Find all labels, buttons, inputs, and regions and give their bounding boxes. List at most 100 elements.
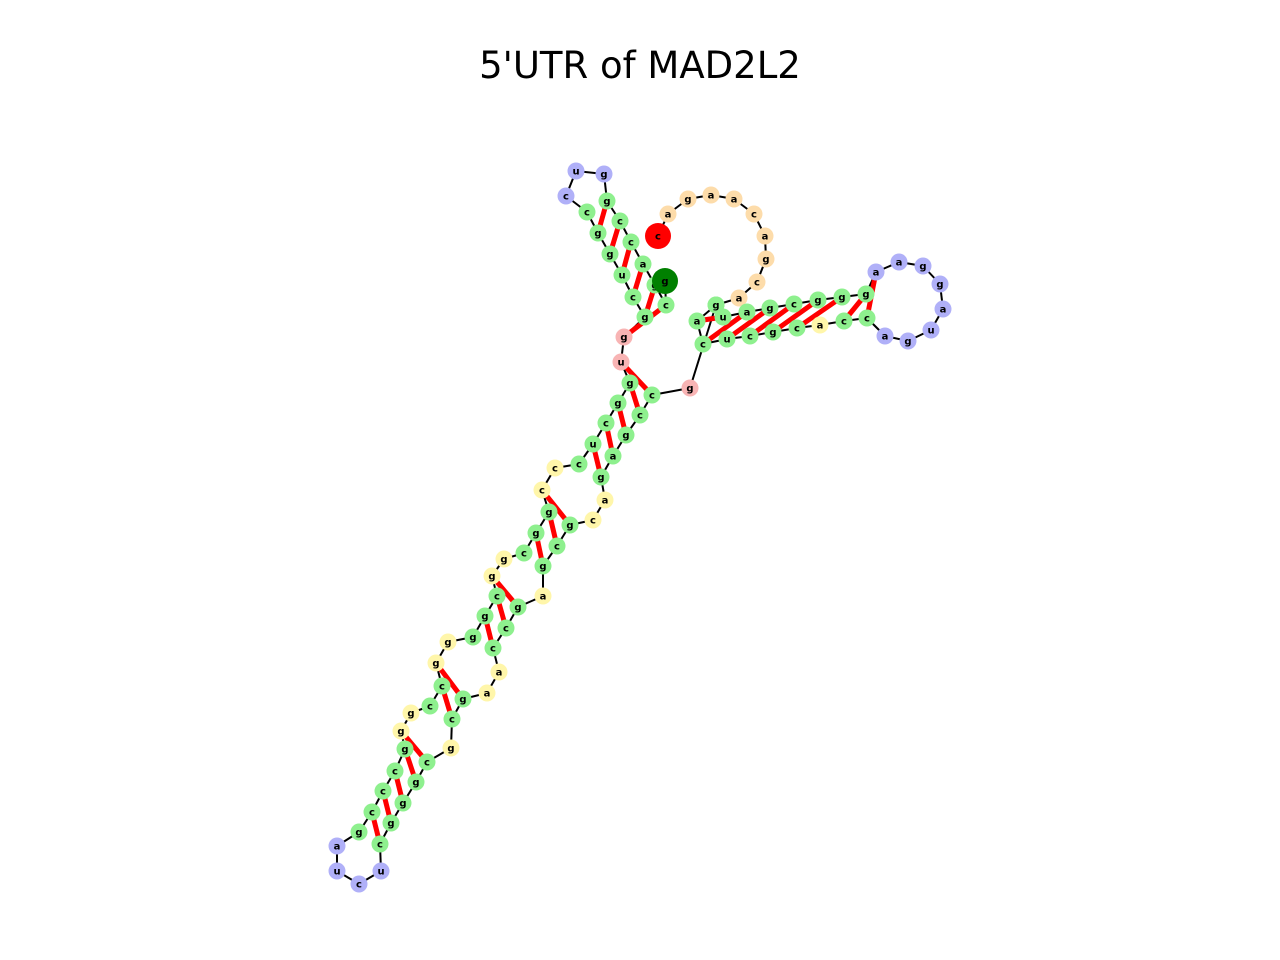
nucleotide-circle — [634, 255, 652, 273]
nucleotide-circle — [597, 414, 615, 432]
nucleotide-circle — [748, 273, 766, 291]
nucleotide-circle — [407, 773, 425, 791]
nucleotide-g: g — [833, 288, 851, 306]
nucleotide-label: g — [661, 277, 668, 288]
nucleotide-label: g — [686, 384, 693, 395]
nucleotide-label: c — [603, 419, 609, 430]
nucleotide-circle — [835, 312, 853, 330]
nucleotide-c: c — [533, 481, 551, 499]
nucleotide-circle — [598, 192, 616, 210]
nucleotide-circle — [624, 288, 642, 306]
nucleotide-c: c — [858, 309, 876, 327]
nucleotide-circle — [756, 227, 774, 245]
nucleotide-label: c — [628, 238, 634, 249]
nucleotide-g: g — [681, 379, 699, 397]
nucleotide-a: a — [738, 303, 756, 321]
nucleotide-circle — [484, 639, 502, 657]
nucleotide-g: g — [595, 165, 613, 183]
nucleotide-u: u — [372, 862, 390, 880]
nucleotide-circle — [596, 491, 614, 509]
nucleotide-circle — [857, 285, 875, 303]
nucleotide-g: g — [914, 257, 932, 275]
nucleotide-circle — [515, 544, 533, 562]
nucleotide-c: c — [546, 459, 564, 477]
nucleotide-g: g — [394, 794, 412, 812]
nucleotide-label: g — [545, 508, 552, 519]
nucleotide-label: c — [630, 293, 636, 304]
nucleotide-label: c — [791, 300, 797, 311]
nucleotide-a: a — [490, 663, 508, 681]
nucleotide-circle — [657, 296, 675, 314]
nucleotide-label: g — [936, 280, 943, 291]
base-pair-bond — [771, 297, 820, 335]
nucleotide-g: g — [809, 291, 827, 309]
nucleotide-g: g — [617, 426, 635, 444]
nucleotide-u: u — [613, 266, 631, 284]
nucleotide-label: g — [600, 170, 607, 181]
nucleotide-a: a — [604, 447, 622, 465]
nucleotide-label: g — [904, 337, 911, 348]
nucleotide-circle — [382, 814, 400, 832]
nucleotide-c: c — [611, 212, 629, 230]
nucleotide-g: g — [652, 268, 678, 294]
nucleotide-circle — [488, 587, 506, 605]
nucleotide-label: c — [392, 767, 398, 778]
nucleotide-circle — [427, 654, 445, 672]
nucleotide-label: c — [490, 644, 496, 655]
nucleotide-label: c — [424, 758, 430, 769]
nucleotide-c: c — [350, 875, 368, 893]
nucleotide-label: a — [694, 317, 701, 328]
nucleotide-c: c — [548, 537, 566, 555]
nucleotide-u: u — [612, 353, 630, 371]
nucleotide-c: c — [785, 295, 803, 313]
nucleotide-circle — [534, 587, 552, 605]
nucleotide-label: c — [663, 301, 669, 312]
nucleotide-label: c — [747, 332, 753, 343]
nucleotide-label: c — [751, 210, 757, 221]
nucleotide-label: g — [594, 229, 601, 240]
nucleotide-a: a — [534, 587, 552, 605]
nucleotide-label: c — [563, 192, 569, 203]
nucleotide-label: g — [397, 727, 404, 738]
nucleotide-c: c — [418, 753, 436, 771]
nucleotide-c: c — [497, 619, 515, 637]
nucleotide-circle — [613, 266, 631, 284]
nucleotide-circle — [328, 862, 346, 880]
nucleotide-circle — [534, 557, 552, 575]
nucleotide-circle — [890, 253, 908, 271]
nucleotide-label: g — [919, 262, 926, 273]
nucleotide-label: g — [606, 250, 613, 261]
nucleotide-c: c — [745, 205, 763, 223]
nucleotide-c: c — [570, 455, 588, 473]
nucleotide-c: c — [788, 319, 806, 337]
nucleotide-g: g — [857, 285, 875, 303]
nucleotide-a: a — [876, 327, 894, 345]
nucleotide-c: c — [557, 187, 575, 205]
nucleotide-c: c — [657, 296, 675, 314]
nucleotide-label: c — [864, 314, 870, 325]
nucleotide-circle — [490, 663, 508, 681]
nucleotide-label: c — [539, 486, 545, 497]
nucleotide-layer: cagaacagcacacucgcaccaguaggaagggcgauggccg… — [328, 162, 952, 893]
nucleotide-a: a — [328, 837, 346, 855]
nucleotide-circle — [350, 875, 368, 893]
diagram-title: 5'UTR of MAD2L2 — [479, 44, 801, 87]
nucleotide-label: g — [432, 659, 439, 670]
nucleotide-label: c — [369, 808, 375, 819]
nucleotide-g: g — [407, 773, 425, 791]
nucleotide-circle — [809, 291, 827, 309]
nucleotide-c: c — [515, 544, 533, 562]
nucleotide-a: a — [688, 312, 706, 330]
nucleotide-circle — [592, 468, 610, 486]
nucleotide-circle — [418, 753, 436, 771]
nucleotide-circle — [546, 459, 564, 477]
nucleotide-a: a — [756, 227, 774, 245]
nucleotide-label: a — [744, 308, 751, 319]
nucleotide-c: c — [374, 782, 392, 800]
nucleotide-label: c — [841, 317, 847, 328]
nucleotide-a: a — [478, 684, 496, 702]
nucleotide-label: a — [817, 321, 824, 332]
nucleotide-label: c — [377, 840, 383, 851]
nucleotide-label: c — [649, 391, 655, 402]
nucleotide-circle — [439, 633, 457, 651]
